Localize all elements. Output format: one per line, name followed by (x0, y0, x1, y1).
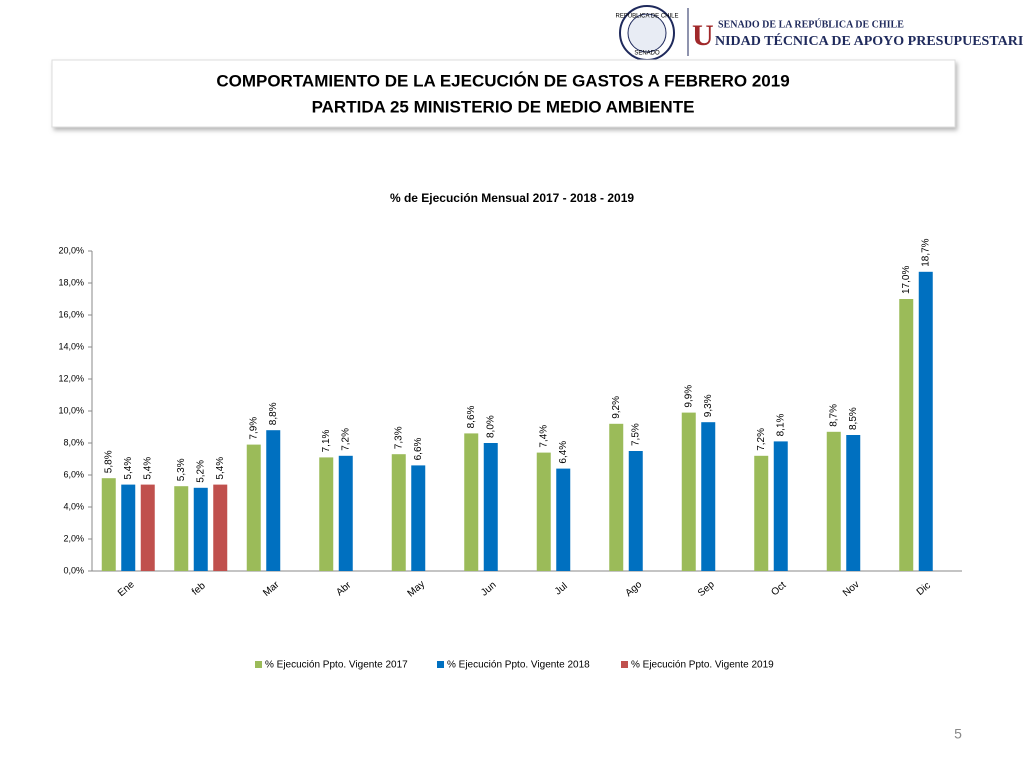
y-tick-label: 6,0% (63, 469, 84, 479)
x-tick-label: May (406, 579, 428, 600)
legend-label: % Ejecución Ppto. Vigente 2019 (631, 660, 774, 671)
org-initial: U (692, 19, 714, 52)
value-label: 9,3% (703, 394, 714, 417)
bar (773, 441, 788, 571)
bar (826, 431, 841, 571)
value-label: 5,3% (176, 458, 187, 481)
value-label: 6,4% (558, 441, 569, 464)
legend-swatch (437, 661, 444, 668)
value-label: 7,3% (393, 426, 404, 449)
header-logo: REPÚBLICA DE CHILE SENADO SENADO DE LA R… (615, 5, 1024, 61)
value-label: 6,6% (413, 437, 424, 460)
bar (536, 452, 551, 571)
bar (609, 423, 624, 571)
bar (140, 484, 155, 571)
x-tick-label: Dic (915, 580, 933, 598)
y-tick-label: 8,0% (63, 437, 84, 447)
value-label: 5,4% (123, 457, 134, 480)
bar (701, 422, 716, 571)
slide-subtitle: PARTIDA 25 MINISTERIO DE MEDIO AMBIENTE (312, 97, 695, 116)
value-label: 5,4% (215, 457, 226, 480)
bar (411, 465, 426, 571)
value-label: 7,4% (538, 425, 549, 448)
page-number: 5 (954, 726, 962, 742)
y-tick-label: 20,0% (58, 245, 84, 255)
value-label: 8,1% (775, 413, 786, 436)
x-tick-label: Oct (769, 580, 788, 599)
x-tick-label: Mar (261, 579, 282, 599)
value-label: 7,2% (756, 428, 767, 451)
y-tick-label: 4,0% (63, 501, 84, 511)
bar (121, 484, 136, 571)
org-line1: SENADO DE LA REPÚBLICA DE CHILE (718, 18, 904, 30)
legend-label: % Ejecución Ppto. Vigente 2017 (265, 660, 408, 671)
bar (556, 468, 571, 571)
bar (918, 271, 933, 571)
bar (899, 299, 914, 571)
value-label: 8,7% (828, 404, 839, 427)
bar (174, 486, 189, 571)
logo-top: REPÚBLICA DE CHILE (615, 13, 678, 20)
value-label: 17,0% (901, 266, 912, 294)
org-line2: NIDAD TÉCNICA DE APOYO PRESUPUESTARIO (715, 32, 1024, 49)
y-tick-label: 16,0% (58, 309, 84, 319)
bar (681, 412, 696, 571)
logo-bottom: SENADO (634, 51, 660, 57)
legend-swatch (255, 661, 262, 668)
bar (846, 435, 861, 571)
bar (754, 455, 769, 571)
y-tick-label: 12,0% (58, 373, 84, 383)
value-label: 8,6% (466, 405, 477, 428)
bar (193, 487, 208, 571)
value-label: 5,8% (103, 450, 114, 473)
value-label: 5,4% (142, 457, 153, 480)
y-tick-label: 10,0% (58, 405, 84, 415)
value-label: 8,0% (485, 415, 496, 438)
value-label: 7,2% (340, 428, 351, 451)
y-tick-label: 2,0% (63, 533, 84, 543)
bar (628, 451, 643, 571)
bar (266, 430, 281, 571)
value-label: 7,9% (248, 417, 259, 440)
bar (464, 433, 479, 571)
bar (483, 443, 498, 571)
legend-label: % Ejecución Ppto. Vigente 2018 (447, 660, 590, 671)
x-tick-label: Abr (334, 579, 354, 598)
value-label: 9,2% (611, 396, 622, 419)
x-tick-label: feb (190, 580, 208, 598)
logo-center (627, 13, 667, 53)
legend-swatch (621, 661, 628, 668)
x-tick-label: Jul (553, 581, 570, 598)
y-tick-label: 14,0% (58, 341, 84, 351)
value-label: 7,1% (321, 429, 332, 452)
value-label: 7,5% (630, 423, 641, 446)
value-label: 5,2% (195, 460, 206, 483)
bar (319, 457, 334, 571)
value-label: 8,8% (268, 402, 279, 425)
value-label: 18,7% (920, 238, 931, 266)
bar (246, 444, 261, 571)
y-tick-label: 18,0% (58, 277, 84, 287)
value-label: 8,5% (848, 407, 859, 430)
bar (338, 455, 353, 571)
x-tick-label: Nov (841, 579, 862, 599)
x-tick-label: Ene (116, 579, 137, 599)
x-tick-label: Jun (479, 580, 498, 599)
slide-title: COMPORTAMIENTO DE LA EJECUCIÓN DE GASTOS… (216, 71, 789, 90)
x-tick-label: Sep (696, 579, 717, 599)
chart-title: % de Ejecución Mensual 2017 - 2018 - 201… (390, 191, 634, 205)
value-label: 9,9% (683, 385, 694, 408)
bar (391, 454, 406, 571)
y-tick-label: 0,0% (63, 565, 84, 575)
bar (213, 484, 228, 571)
x-tick-label: Ago (623, 579, 644, 599)
bar (101, 478, 116, 571)
title-box (51, 59, 956, 128)
